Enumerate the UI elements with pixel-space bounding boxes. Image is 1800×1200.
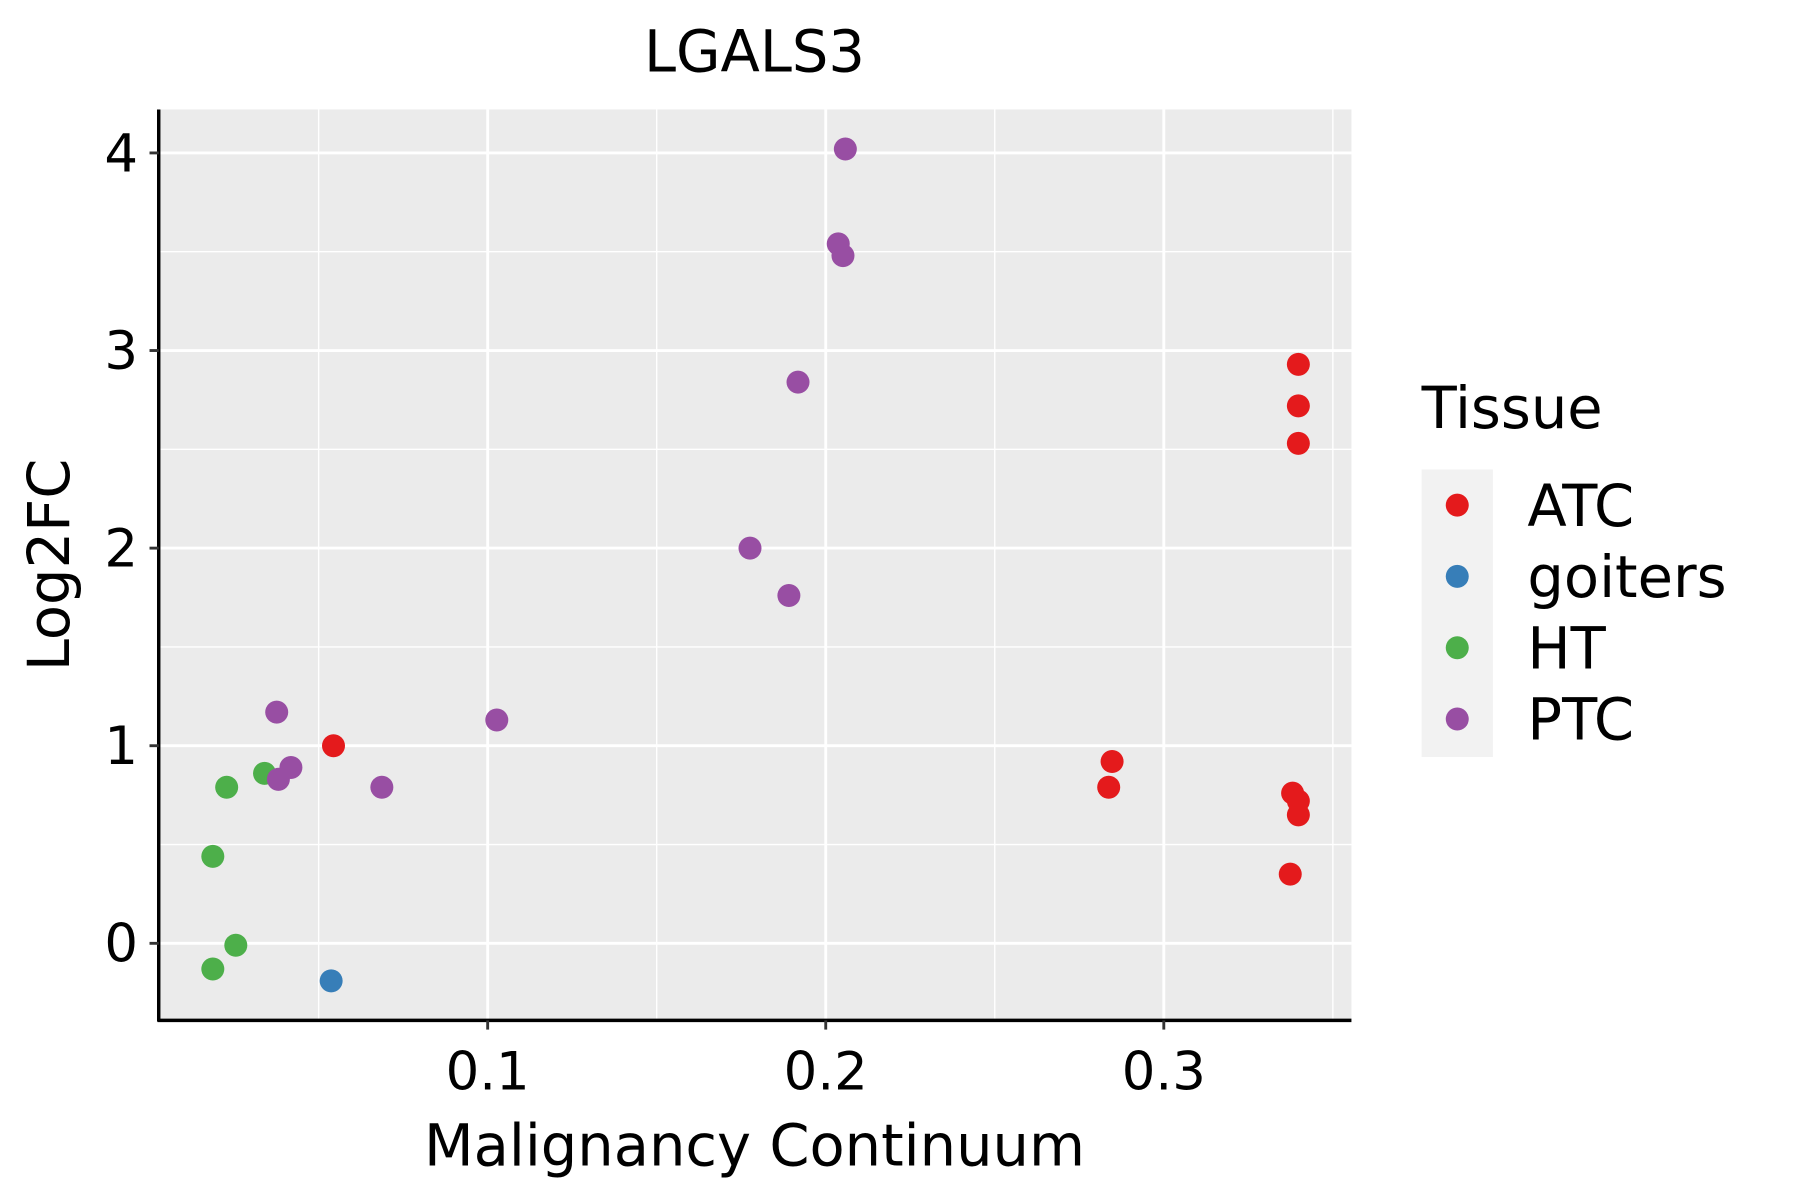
data-point-ptc <box>786 370 810 394</box>
legend-label-goiters: goiters <box>1527 544 1726 611</box>
data-point-atc <box>322 734 346 758</box>
data-point-ht <box>201 844 225 868</box>
data-point-ptc <box>266 767 290 791</box>
x-tick-label: 0.2 <box>784 1041 868 1102</box>
x-tick-label: 0.1 <box>446 1041 530 1102</box>
data-point-ht <box>201 957 225 981</box>
plot-panel <box>158 109 1352 1021</box>
data-point-ptc <box>370 775 394 799</box>
y-tick-label: 0 <box>104 914 138 975</box>
data-point-atc <box>1278 862 1302 886</box>
data-point-atc <box>1097 775 1121 799</box>
y-tick-label: 1 <box>104 716 138 777</box>
data-point-ptc <box>831 244 855 268</box>
data-point-ht <box>224 933 248 957</box>
legend-label-ht: HT <box>1527 615 1606 682</box>
legend-marker-goiters <box>1445 564 1469 588</box>
y-tick-label: 2 <box>104 519 138 580</box>
data-point-atc <box>1286 352 1310 376</box>
legend-label-atc: ATC <box>1527 473 1634 540</box>
data-point-atc <box>1286 431 1310 455</box>
y-tick-label: 3 <box>104 321 138 382</box>
data-point-atc <box>1286 803 1310 827</box>
x-tick-label: 0.3 <box>1122 1041 1206 1102</box>
x-axis-label: Malignancy Continuum <box>424 1112 1085 1179</box>
data-point-ht <box>215 775 239 799</box>
legend-title: Tissue <box>1421 375 1603 442</box>
data-point-ptc <box>738 536 762 560</box>
y-axis-label: Log2FC <box>16 459 83 672</box>
legend-marker-ptc <box>1445 707 1469 731</box>
data-point-ptc <box>265 700 289 724</box>
data-point-ptc <box>833 137 857 161</box>
chart-title: LGALS3 <box>644 19 865 86</box>
legend-marker-atc <box>1445 493 1469 517</box>
data-point-ptc <box>485 708 509 732</box>
data-point-ptc <box>777 584 801 608</box>
data-point-atc <box>1100 750 1124 774</box>
legend-marker-ht <box>1445 636 1469 660</box>
data-point-goiters <box>319 969 343 993</box>
y-tick-label: 4 <box>104 123 138 184</box>
data-point-atc <box>1286 394 1310 418</box>
legend-label-ptc: PTC <box>1527 687 1634 754</box>
